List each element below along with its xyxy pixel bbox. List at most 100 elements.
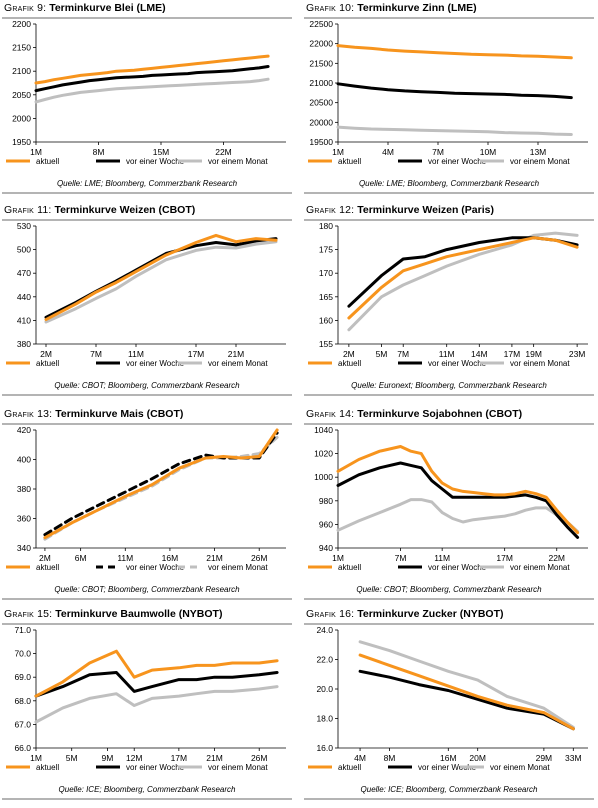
series-line-vor-einer-woche <box>336 461 580 539</box>
x-tick-label: 2M <box>39 553 51 563</box>
x-tick-label: 11M <box>128 349 144 359</box>
x-tick-label: 21M <box>206 753 223 763</box>
series-line-vor-einem-monat <box>43 435 279 541</box>
title-rule <box>2 17 292 19</box>
y-tick-label: 70.0 <box>14 649 31 659</box>
x-tick-label: 29M <box>536 753 553 763</box>
chart-panel-1: Grafik 9: Terminkurve Blei (LME) 1950 2000… <box>2 2 292 202</box>
y-tick-label: 180 <box>319 221 333 231</box>
legend-label: vor einer Woche <box>126 563 185 572</box>
title-rule <box>304 219 594 221</box>
x-tick-label: 17M <box>188 349 205 359</box>
legend-label: vor einem Monat <box>208 763 268 772</box>
bottom-rule <box>2 598 292 600</box>
x-tick-label: 5M <box>66 753 78 763</box>
x-tick-label: 10M <box>480 147 497 157</box>
y-tick-label: 980 <box>319 496 333 506</box>
series-line-vor-einem-monat <box>34 77 270 104</box>
x-tick-label: 5M <box>376 349 388 359</box>
bottom-rule <box>304 192 594 194</box>
y-tick-label: 18.0 <box>316 714 333 724</box>
legend-label: vor einer Woche <box>126 359 185 368</box>
y-tick-label: 420 <box>17 425 31 435</box>
legend-label: vor einer Woche <box>428 157 487 166</box>
y-tick-label: 2050 <box>12 90 31 100</box>
series-line-aktuell <box>34 649 279 698</box>
legend-label: vor einem Monat <box>208 359 268 368</box>
x-tick-label: 26M <box>251 553 268 563</box>
series-line-vor-einem-monat <box>358 640 575 729</box>
x-tick-label: 2M <box>343 349 355 359</box>
y-tick-label: 66.0 <box>14 743 31 753</box>
y-tick-label: 69.0 <box>14 672 31 682</box>
chart-figure-number: Grafik 10: <box>306 2 355 14</box>
y-tick-label: 170 <box>319 268 333 278</box>
y-tick-label: 68.0 <box>14 696 31 706</box>
series-line-aktuell <box>34 54 270 85</box>
bottom-rule <box>2 798 292 800</box>
y-tick-label: 160 <box>319 315 333 325</box>
legend-label: aktuell <box>36 359 59 368</box>
chart-title-text: Terminkurve Zucker (NYBOT) <box>357 608 504 620</box>
series-line-vor-einer-woche <box>34 671 279 698</box>
y-tick-label: 1950 <box>12 137 31 147</box>
series-line-vor-einem-monat <box>44 240 278 324</box>
chart-title: Grafik 16: Terminkurve Zucker (NYBOT) <box>306 608 503 620</box>
y-tick-label: 2100 <box>12 66 31 76</box>
x-tick-label: 17M <box>171 753 188 763</box>
y-tick-label: 500 <box>17 245 31 255</box>
legend-label: aktuell <box>338 763 361 772</box>
y-tick-label: 2000 <box>12 113 31 123</box>
x-tick-label: 1M <box>332 553 344 563</box>
chart-source: Quelle: LME; Bloomberg, Commerzbank Rese… <box>56 179 238 188</box>
x-tick-label: 2M <box>40 349 52 359</box>
x-tick-label: 22M <box>215 147 232 157</box>
y-tick-label: 20500 <box>309 98 333 108</box>
legend-label: vor einer Woche <box>428 563 487 572</box>
y-tick-label: 67.0 <box>14 719 31 729</box>
chart-svg: 1950 2000 2050 2100 2150 2200 1M 8M 15M 22M aktuel… <box>6 19 286 166</box>
bottom-rule <box>304 598 594 600</box>
legend-label: aktuell <box>338 157 361 166</box>
y-tick-label: 1000 <box>314 472 333 482</box>
y-tick-label: 410 <box>17 315 31 325</box>
legend-label: aktuell <box>36 563 59 572</box>
chart-panel-7: Grafik 15: Terminkurve Baumwolle (NYBOT)… <box>2 608 292 808</box>
bottom-rule <box>304 798 594 800</box>
chart-panel-6: Grafik 14: Terminkurve Sojabohnen (CBOT)… <box>304 408 594 608</box>
y-tick-label: 960 <box>319 519 333 529</box>
series-line-vor-einem-monat <box>347 231 579 332</box>
series-line-aktuell <box>44 233 278 322</box>
title-rule <box>2 423 292 425</box>
y-tick-label: 530 <box>17 221 31 231</box>
chart-svg: 19500 20000 20500 21000 21500 22000 22500 1M 4M 7… <box>308 19 588 166</box>
y-tick-label: 380 <box>17 484 31 494</box>
bottom-rule <box>2 394 292 396</box>
y-tick-label: 1040 <box>314 425 333 435</box>
chart-panel-5: Grafik 13: Terminkurve Mais (CBOT) 340 360… <box>2 408 292 608</box>
x-tick-label: 16M <box>162 553 179 563</box>
x-tick-label: 8M <box>384 753 396 763</box>
x-tick-label: 11M <box>434 553 450 563</box>
title-rule <box>304 17 594 19</box>
y-tick-label: 21000 <box>309 78 333 88</box>
x-tick-label: 21M <box>206 553 223 563</box>
series-line-vor-einer-woche <box>336 82 573 100</box>
chart-title: Grafik 15: Terminkurve Baumwolle (NYBOT) <box>4 608 222 620</box>
y-tick-label: 16.0 <box>316 743 333 753</box>
x-tick-label: 7M <box>395 553 407 563</box>
chart-title: Grafik 13: Terminkurve Mais (CBOT) <box>4 408 183 420</box>
y-tick-label: 21500 <box>309 58 333 68</box>
chart-source: Quelle: CBOT; Bloomberg, Commerzbank Res… <box>356 585 542 594</box>
x-tick-label: 19M <box>525 349 542 359</box>
y-tick-label: 340 <box>17 543 31 553</box>
legend-label: aktuell <box>338 563 361 572</box>
series-line-aktuell <box>358 653 575 731</box>
series-line-vor-einer-woche <box>358 669 575 731</box>
x-tick-label: 9M <box>102 753 114 763</box>
title-rule <box>2 623 292 625</box>
y-tick-label: 2150 <box>12 43 31 53</box>
title-rule <box>304 423 594 425</box>
y-tick-label: 400 <box>17 455 31 465</box>
y-tick-label: 440 <box>17 292 31 302</box>
